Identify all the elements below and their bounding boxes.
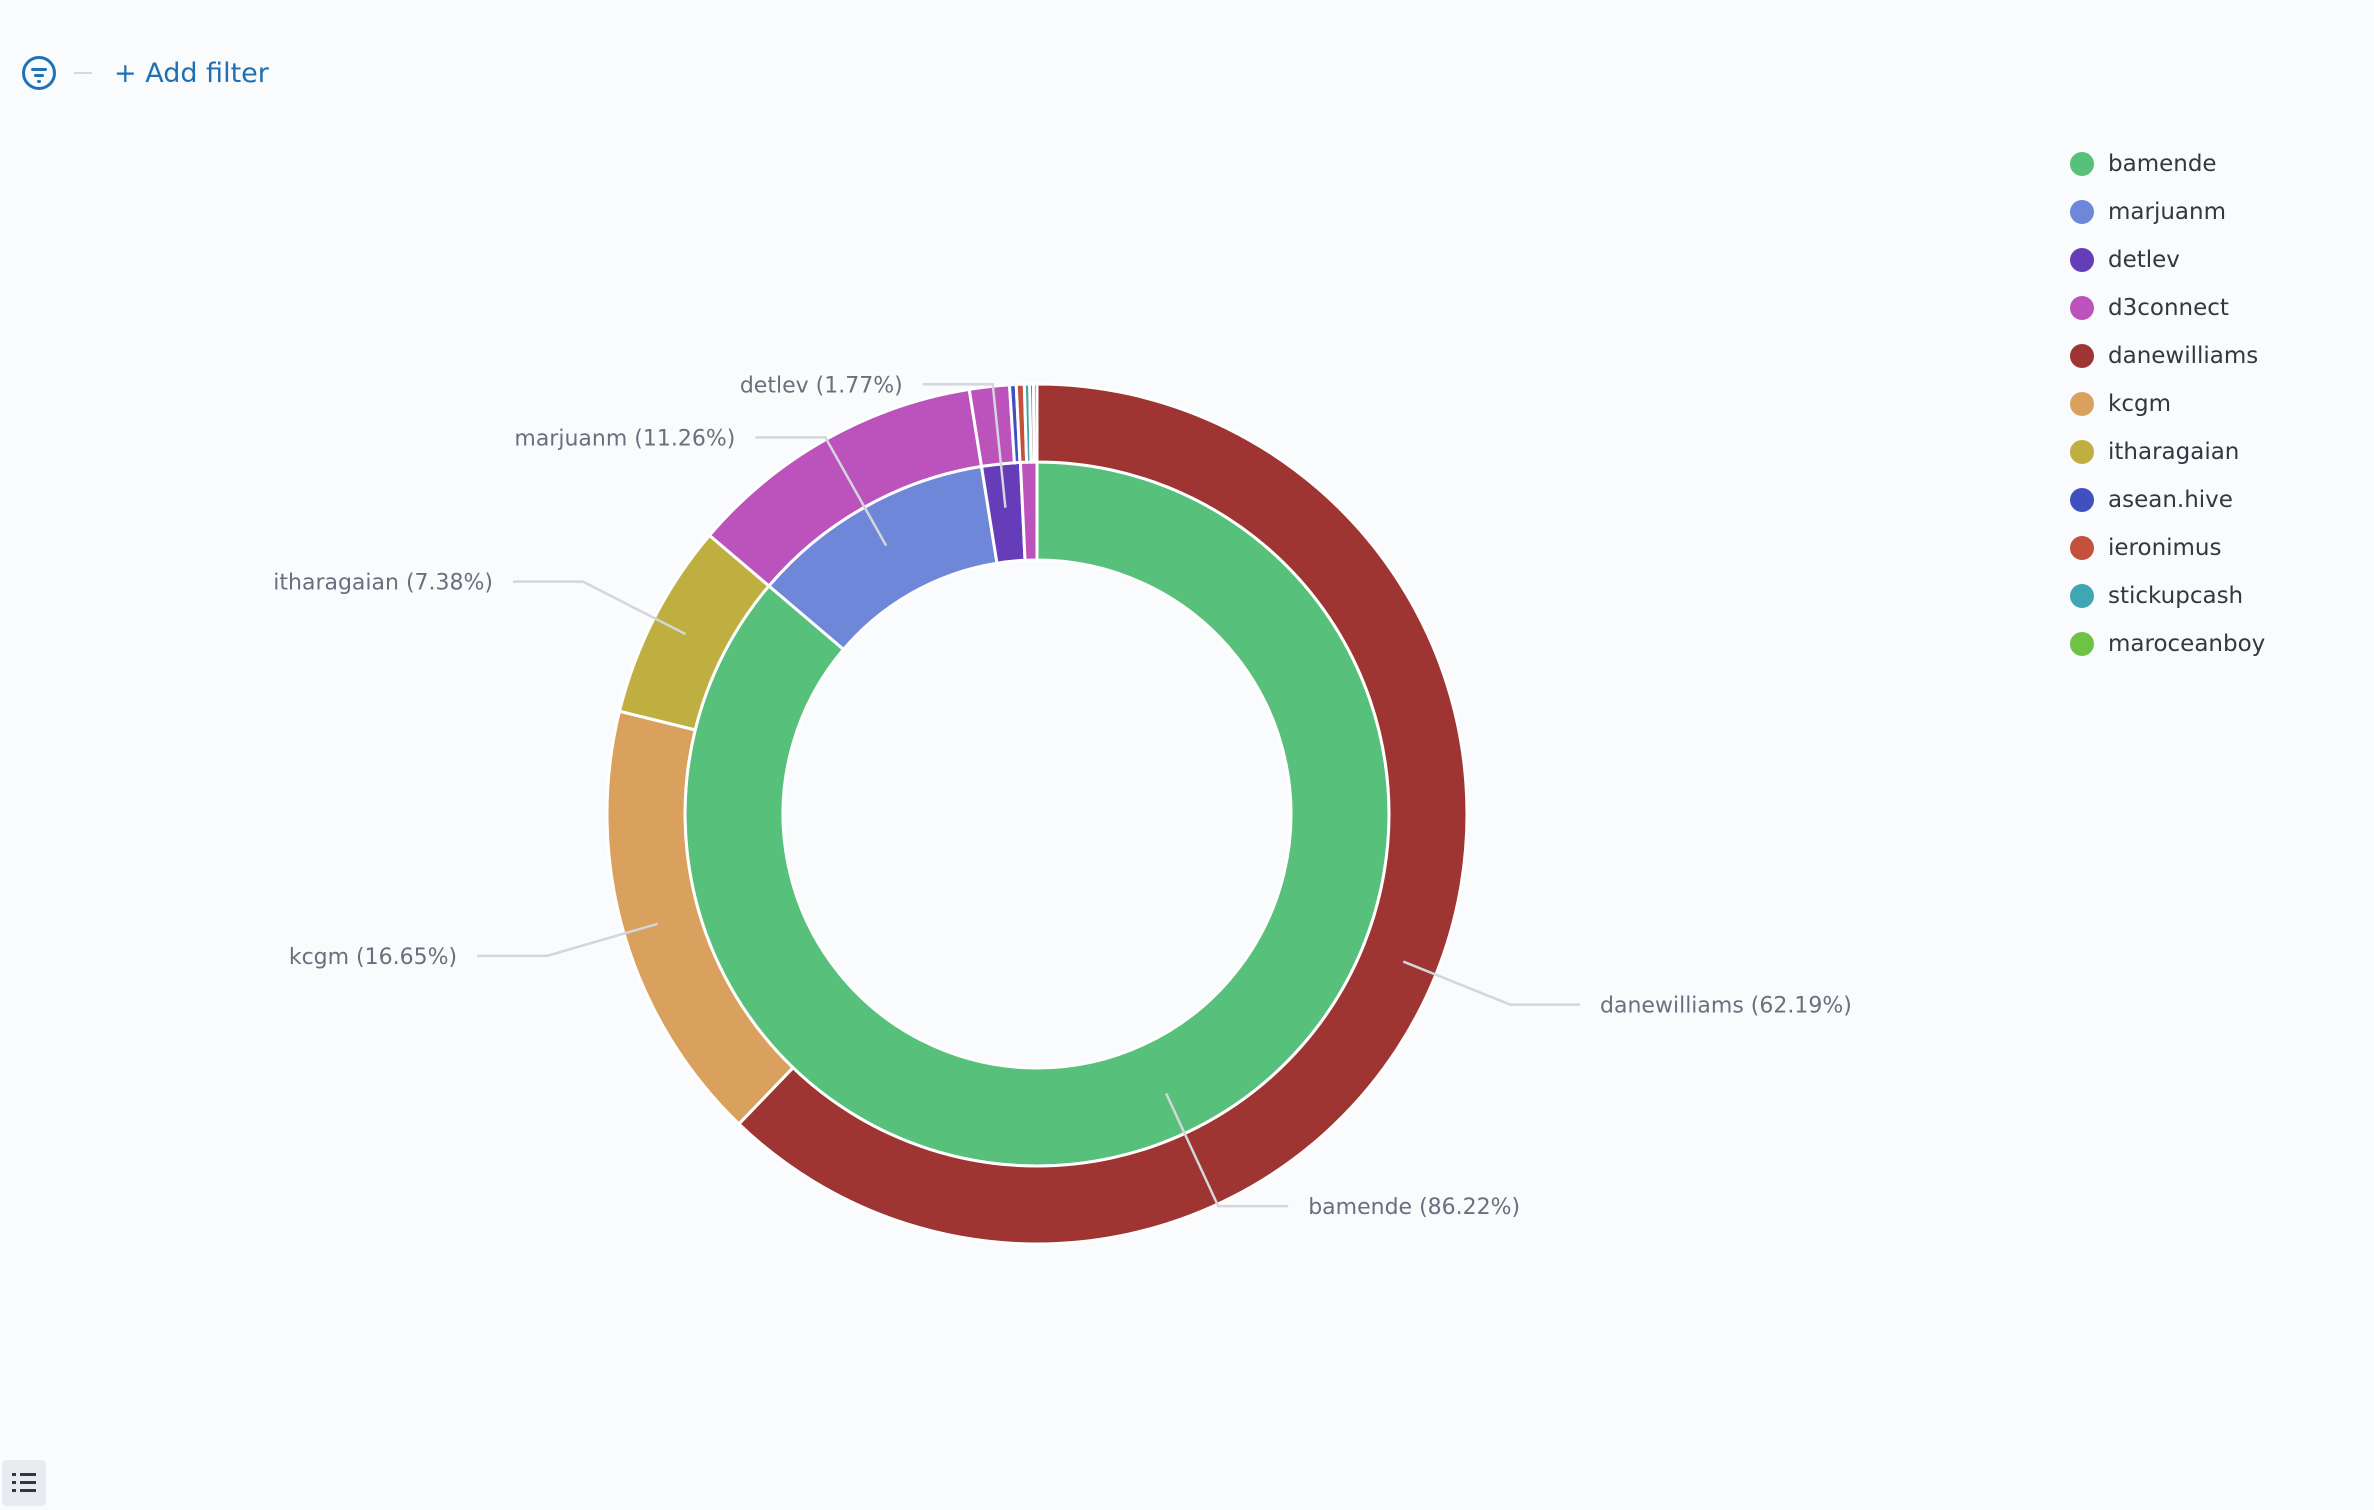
legend-item-stickupcash[interactable]: stickupcash bbox=[2070, 572, 2360, 620]
legend-label: bamende bbox=[2108, 151, 2217, 177]
legend-label: kcgm bbox=[2108, 391, 2171, 417]
legend-swatch bbox=[2070, 344, 2094, 368]
slice-label: detlev (1.77%) bbox=[740, 373, 903, 398]
legend-swatch bbox=[2070, 200, 2094, 224]
slice-outer-asean-hive[interactable] bbox=[1031, 382, 1039, 464]
label-leader-line bbox=[513, 580, 687, 636]
legend-swatch bbox=[2070, 632, 2094, 656]
chart-legend: bamende marjuanm detlev d3connect danewillia… bbox=[2070, 140, 2360, 668]
legend-swatch bbox=[2070, 440, 2094, 464]
legend-swatch bbox=[2070, 584, 2094, 608]
legend-label: maroceanboy bbox=[2108, 631, 2266, 657]
legend-label: detlev bbox=[2108, 247, 2180, 273]
legend-swatch bbox=[2070, 152, 2094, 176]
legend-item-kcgm[interactable]: kcgm bbox=[2070, 380, 2360, 428]
legend-label: ieronimus bbox=[2108, 535, 2222, 561]
legend-item-itharagaian[interactable]: itharagaian bbox=[2070, 428, 2360, 476]
legend-item-maroceanboy[interactable]: maroceanboy bbox=[2070, 620, 2360, 668]
legend-swatch bbox=[2070, 248, 2094, 272]
slice-label: bamende (86.22%) bbox=[1308, 1195, 1520, 1220]
slice-label: danewilliams (62.19%) bbox=[1600, 994, 1852, 1019]
slice-inner-d3connect[interactable] bbox=[1018, 460, 1039, 562]
legend-label: d3connect bbox=[2108, 295, 2229, 321]
slice-outer-danewilliams[interactable] bbox=[736, 382, 1469, 1246]
label-leader-line bbox=[1165, 1092, 1289, 1208]
slice-label: kcgm (16.65%) bbox=[289, 945, 457, 970]
slice-label: itharagaian (7.38%) bbox=[273, 571, 493, 596]
slice-label: marjuanm (11.26%) bbox=[514, 426, 735, 451]
label-leader-line bbox=[1402, 960, 1581, 1006]
donut-chart: bamende (86.22%) marjuanm (11.26%) detlev … bbox=[273, 373, 1852, 1246]
label-leader-line bbox=[477, 922, 659, 958]
legend-label: asean.hive bbox=[2108, 487, 2233, 513]
list-icon[interactable] bbox=[2, 1460, 46, 1506]
filter-icon[interactable] bbox=[22, 56, 56, 90]
label-leader-line bbox=[922, 383, 1007, 508]
legend-label: marjuanm bbox=[2108, 199, 2226, 225]
legend-swatch bbox=[2070, 488, 2094, 512]
legend-item-d3connect[interactable]: d3connect bbox=[2070, 284, 2360, 332]
legend-item-detlev[interactable]: detlev bbox=[2070, 236, 2360, 284]
legend-swatch bbox=[2070, 536, 2094, 560]
legend-label: itharagaian bbox=[2108, 439, 2240, 465]
legend-item-bamende[interactable]: bamende bbox=[2070, 140, 2360, 188]
legend-label: stickupcash bbox=[2108, 583, 2244, 609]
legend-swatch bbox=[2070, 296, 2094, 320]
add-filter-button[interactable]: + Add filter bbox=[114, 57, 269, 89]
legend-item-asean-hive[interactable]: asean.hive bbox=[2070, 476, 2360, 524]
filter-separator bbox=[74, 72, 92, 74]
legend-item-marjuanm[interactable]: marjuanm bbox=[2070, 188, 2360, 236]
filter-bar: + Add filter bbox=[22, 50, 269, 96]
label-leader-line bbox=[755, 436, 888, 547]
legend-swatch bbox=[2070, 392, 2094, 416]
legend-item-danewilliams[interactable]: danewilliams bbox=[2070, 332, 2360, 380]
legend-item-ieronimus[interactable]: ieronimus bbox=[2070, 524, 2360, 572]
legend-label: danewilliams bbox=[2108, 343, 2259, 369]
